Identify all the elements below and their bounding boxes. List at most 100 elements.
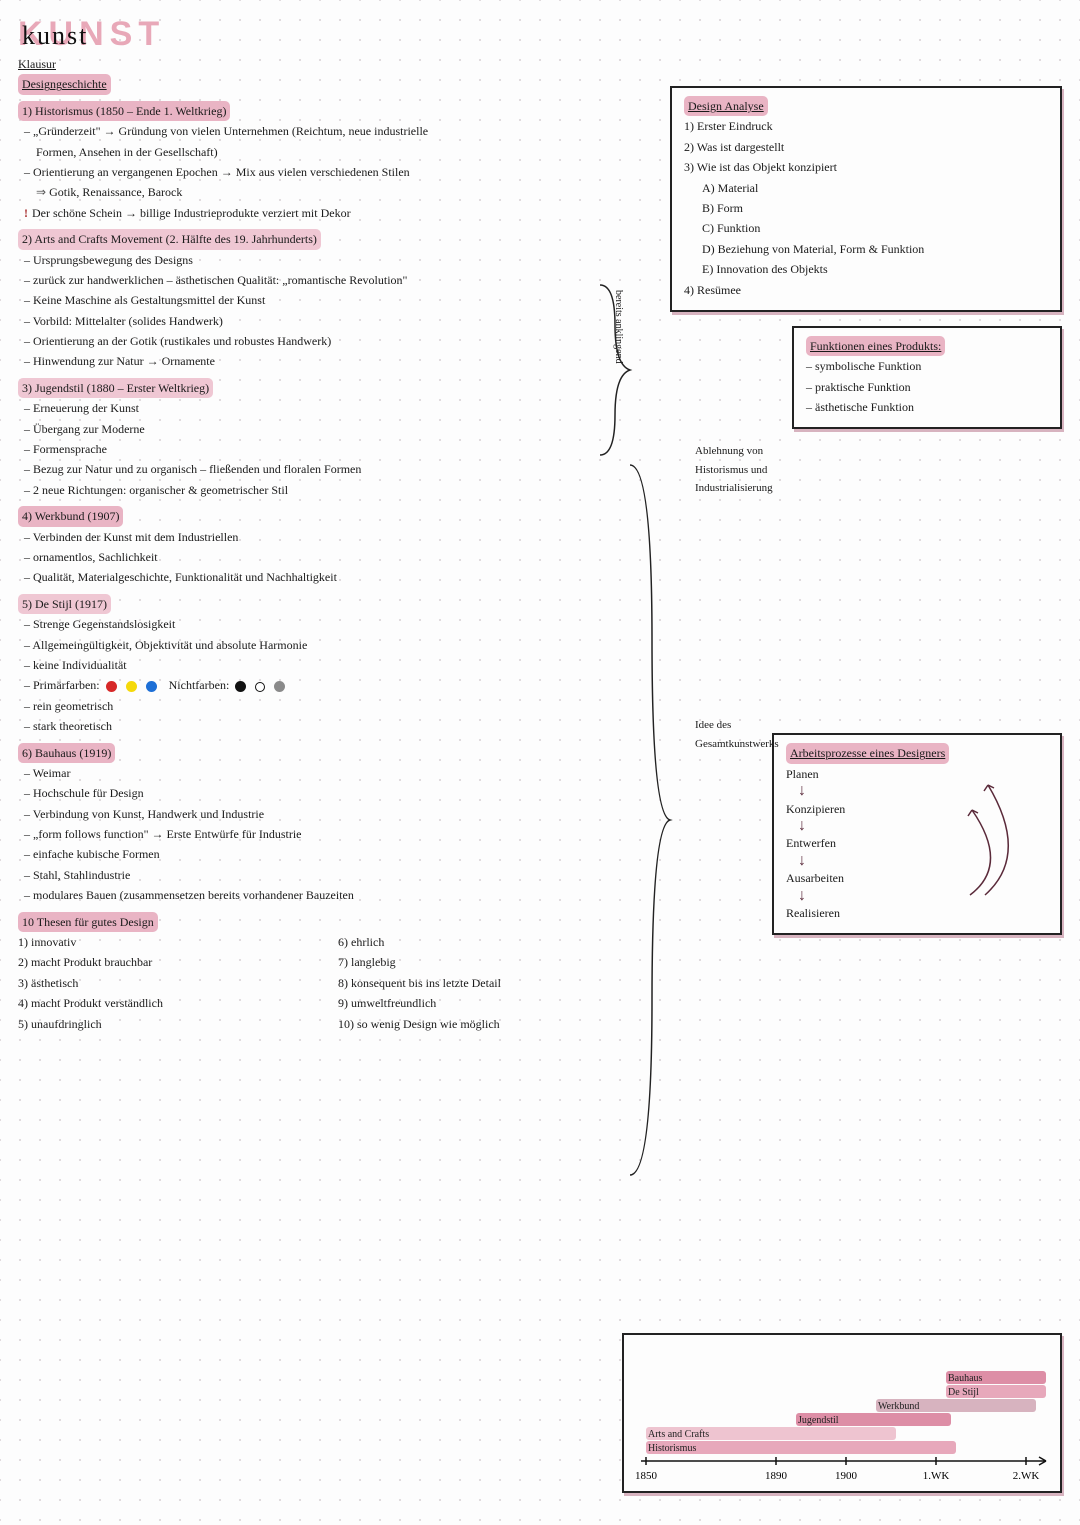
s1-b3: !Der schöne Schein billige Industrieprod… [18, 203, 618, 223]
arrow-icon: Erste Entwürfe für Industrie [152, 827, 302, 841]
these-10: 10) so wenig Design wie möglich [338, 1014, 618, 1034]
s6-b5: – einfache kubische Formen [18, 844, 618, 864]
arrow-icon: Gründung von vielen Unternehmen (Reichtu… [104, 124, 429, 138]
s3-b4: – Bezug zur Natur und zu organisch – fli… [18, 459, 618, 479]
s4-b3: – Qualität, Materialgeschichte, Funktion… [18, 567, 618, 587]
these-1: 1) innovativ [18, 932, 298, 952]
color-dot-black [235, 681, 246, 692]
s1-b1: – „Gründerzeit" Gründung von vielen Unte… [18, 121, 618, 141]
s2-b5: – Orientierung an der Gotik (rustikales … [18, 331, 618, 351]
right-column: Design Analyse 1) Erster Eindruck 2) Was… [670, 86, 1062, 949]
funktion-3: – ästhetische Funktion [806, 397, 1048, 417]
section-6-head: 6) Bauhaus (1919) [18, 743, 618, 763]
s1-b2c: Gotik, Renaissance, Barock [18, 182, 618, 202]
these-2: 2) macht Produkt brauchbar [18, 952, 298, 972]
svg-text:Bauhaus: Bauhaus [948, 1373, 983, 1384]
svg-text:De Stijl: De Stijl [948, 1387, 979, 1398]
s2-b6: – Hinwendung zur Natur Ornamente [18, 351, 618, 371]
note-ablehnung: Ablehnung von Historismus und Industrial… [695, 442, 773, 498]
these-6: 6) ehrlich [338, 932, 618, 952]
s6-b6: – Stahl, Stahlindustrie [18, 865, 618, 885]
funktion-1: – symbolische Funktion [806, 356, 1048, 376]
section-2-head: 2) Arts and Crafts Movement (2. Hälfte d… [18, 229, 618, 249]
color-dot-white [255, 682, 265, 692]
s5-b3: – keine Individualität [18, 655, 618, 675]
analyse-c: C) Funktion [684, 218, 1048, 238]
these-4: 4) macht Produkt verständlich [18, 993, 298, 1013]
s3-b1: – Erneuerung der Kunst [18, 398, 618, 418]
svg-text:Jugendstil: Jugendstil [798, 1415, 839, 1426]
s4-b2: – ornamentlos, Sachlichkeit [18, 547, 618, 567]
s1-b2: – Orientierung an vergangenen Epochen Mi… [18, 162, 618, 182]
arrow-icon: Mix aus vielen verschiedenen Stilen [221, 165, 410, 179]
arrow-icon: billige Industrieprodukte verziert mit D… [125, 206, 351, 220]
box-funktionen: Funktionen eines Produkts: – symbolische… [792, 326, 1062, 430]
these-9: 9) umweltfreundlich [338, 993, 618, 1013]
svg-text:2.WK: 2.WK [1013, 1470, 1040, 1482]
thesen-list: 1) innovativ 2) macht Produkt brauchbar … [18, 932, 618, 1034]
s5-b1: – Strenge Gegenstandslosigkeit [18, 614, 618, 634]
timeline-chart: 1850 1890 1900 1.WK 2.WK Historismus Arts and … [636, 1343, 1056, 1483]
s5-b4: – Primärfarben: Nichtfarben: [18, 675, 618, 695]
these-7: 7) langlebig [338, 952, 618, 972]
box-design-analyse: Design Analyse 1) Erster Eindruck 2) Was… [670, 86, 1062, 312]
s2-b4: – Vorbild: Mittelalter (solides Handwerk… [18, 311, 618, 331]
s5-b6: – stark theoretisch [18, 716, 618, 736]
s2-b2: – zurück zur handwerklichen – ästhetisch… [18, 270, 618, 290]
note-gesamtkunstwerk: Idee des Gesamtkunstwerks [695, 716, 779, 753]
analyse-d: D) Beziehung von Material, Form & Funkti… [684, 239, 1048, 259]
s2-b1: – Ursprungsbewegung des Designs [18, 250, 618, 270]
exclamation-icon: ! [24, 206, 28, 220]
these-3: 3) ästhetisch [18, 973, 298, 993]
svg-text:Werkbund: Werkbund [878, 1401, 919, 1412]
svg-text:1900: 1900 [835, 1470, 858, 1482]
s3-b3: – Formensprache [18, 439, 618, 459]
analyse-e: E) Innovation des Objekts [684, 259, 1048, 279]
box-prozess: Arbeitsprozesse eines Designers Planen ↓… [772, 733, 1062, 935]
brace-2 [622, 460, 702, 1180]
section-1-head: 1) Historismus (1850 – Ende 1. Weltkrieg… [18, 101, 618, 121]
funktionen-title: Funktionen eines Produkts: [806, 336, 945, 356]
analyse-2: 2) Was ist dargestellt [684, 137, 1048, 157]
analyse-b: B) Form [684, 198, 1048, 218]
brace-1 [590, 280, 670, 460]
these-8: 8) konsequent bis ins letzte Detail [338, 973, 618, 993]
analyse-1: 1) Erster Eindruck [684, 116, 1048, 136]
section-4-head: 4) Werkbund (1907) [18, 506, 618, 526]
svg-text:Historismus: Historismus [648, 1443, 696, 1454]
title-foreground-text: kunst [22, 14, 88, 58]
section-5-head: 5) De Stijl (1917) [18, 594, 618, 614]
svg-text:1890: 1890 [765, 1470, 788, 1482]
feedback-arrows [960, 765, 1040, 945]
s3-b5: – 2 neue Richtungen: organischer & geome… [18, 480, 618, 500]
s6-b4: – „form follows function" Erste Entwürfe… [18, 824, 618, 844]
s6-b7: – modulares Bauen (zusammensetzen bereit… [18, 885, 618, 905]
s6-b2: – Hochschule für Design [18, 783, 618, 803]
s1-b1c: Formen, Ansehen in der Gesellschaft) [18, 142, 618, 162]
these-5: 5) unaufdringlich [18, 1014, 298, 1034]
prozess-title: Arbeitsprozesse eines Designers [786, 743, 949, 763]
left-column: 1) Historismus (1850 – Ende 1. Weltkrieg… [18, 101, 618, 1034]
svg-text:1.WK: 1.WK [923, 1470, 950, 1482]
analyse-a: A) Material [684, 178, 1048, 198]
page-title: KUNST kunst [18, 12, 1062, 50]
s5-b5: – rein geometrisch [18, 696, 618, 716]
arrow-icon: Ornamente [147, 354, 215, 368]
s4-b1: – Verbinden der Kunst mit dem Industriel… [18, 527, 618, 547]
svg-text:1850: 1850 [635, 1470, 658, 1482]
funktion-2: – praktische Funktion [806, 377, 1048, 397]
color-dot-yellow [126, 681, 137, 692]
analyse-3: 3) Wie ist das Objekt konzipiert [684, 157, 1048, 177]
analyse-title: Design Analyse [684, 96, 768, 116]
color-dot-red [106, 681, 117, 692]
svg-text:Arts and Crafts: Arts and Crafts [648, 1429, 709, 1440]
s2-b3: – Keine Maschine als Gestaltungsmittel d… [18, 290, 618, 310]
double-arrow-icon: Gotik, Renaissance, Barock [36, 185, 182, 199]
s5-b2: – Allgemeingültigkeit, Objektivität und … [18, 635, 618, 655]
s6-b1: – Weimar [18, 763, 618, 783]
s3-b2: – Übergang zur Moderne [18, 419, 618, 439]
analyse-4: 4) Resümee [684, 280, 1048, 300]
section-3-head: 3) Jugendstil (1880 – Erster Weltkrieg) [18, 378, 618, 398]
box-timeline: 1850 1890 1900 1.WK 2.WK Historismus Arts and … [622, 1333, 1062, 1493]
color-dot-grey [274, 681, 285, 692]
